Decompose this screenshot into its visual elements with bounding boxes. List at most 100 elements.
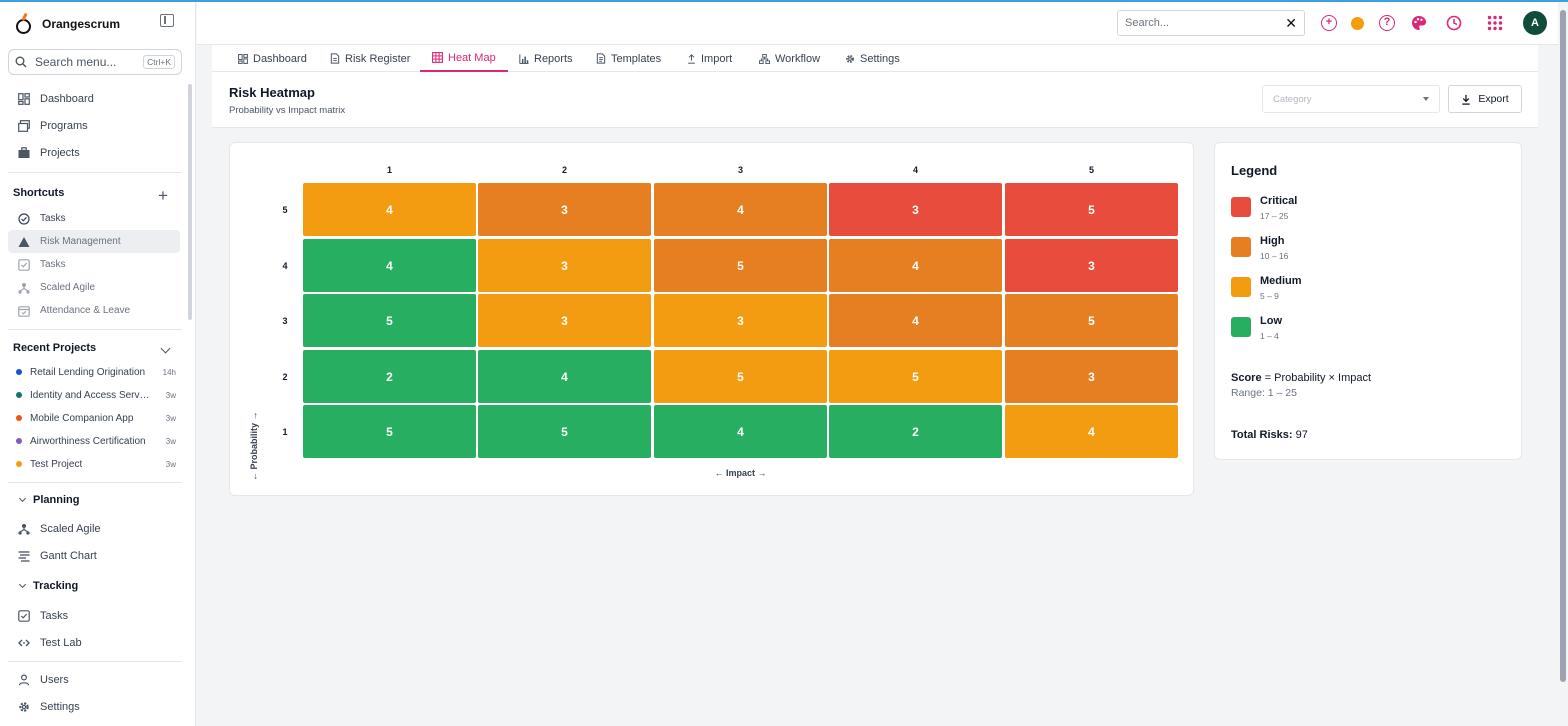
project-time: 3w [165, 459, 176, 469]
palette-icon[interactable] [1411, 15, 1427, 31]
tab-label: Dashboard [253, 52, 307, 65]
tab-risk-register[interactable]: Risk Register [330, 45, 410, 72]
heatmap-cell[interactable]: 5 [654, 239, 827, 292]
heatmap-cell[interactable]: 5 [1005, 183, 1178, 236]
recent-project-item[interactable]: Airworthiness Certification 3w [16, 431, 176, 451]
tab-heat-map[interactable]: Heat Map [420, 45, 508, 72]
heatmap-cell[interactable]: 4 [829, 239, 1002, 292]
category-select[interactable]: Category [1262, 85, 1440, 113]
recent-project-item[interactable]: Mobile Companion App 3w [16, 408, 176, 428]
global-search-placeholder: Search... [1125, 17, 1170, 29]
shortcut-item-scaled-agile[interactable]: Scaled Agile [8, 276, 180, 299]
heatmap-cell[interactable]: 5 [478, 405, 651, 458]
tab-reports[interactable]: Reports [519, 45, 573, 72]
legend-card: Legend Critical 17 – 25 High 10 – 16 Med… [1214, 142, 1522, 460]
export-button[interactable]: Export [1448, 85, 1522, 113]
impact-axis-label: ← Impact → [714, 468, 767, 478]
sidebar-item-projects[interactable]: Projects [8, 141, 180, 164]
sidebar-scrollbar[interactable] [188, 84, 192, 320]
heatmap-cell[interactable]: 3 [654, 294, 827, 347]
heatmap-cell[interactable]: 5 [829, 350, 1002, 403]
project-name: Test Project [30, 458, 83, 470]
sidebar-item-tasks[interactable]: Tasks [8, 604, 180, 627]
sidebar-item-programs[interactable]: Programs [8, 114, 180, 137]
tab-templates[interactable]: Templates [596, 45, 661, 72]
gantt-icon [18, 550, 30, 562]
shortcut-item-risk-management[interactable]: Risk Management [8, 230, 180, 253]
apps-grid-icon[interactable] [1487, 15, 1503, 31]
sidebar: Orangescrum Search menu... Ctrl+K Dashbo… [0, 2, 196, 726]
sidebar-item-users[interactable]: Users [8, 668, 180, 691]
clear-search-icon[interactable]: ✕ [1285, 14, 1297, 31]
heatmap-cell[interactable]: 4 [654, 405, 827, 458]
heatmap-cell[interactable]: 3 [478, 183, 651, 236]
tab-dashboard[interactable]: Dashboard [238, 45, 307, 72]
shortcut-item-tasks-2[interactable]: Tasks [8, 253, 180, 276]
category-placeholder: Category [1273, 93, 1312, 105]
recent-project-item[interactable]: Identity and Access Servi... 3w [16, 385, 176, 405]
heatmap-cell[interactable]: 5 [1005, 294, 1178, 347]
help-icon[interactable]: ? [1379, 15, 1395, 31]
heatmap-cell[interactable]: 4 [303, 183, 476, 236]
heatmap-cell[interactable]: 3 [478, 294, 651, 347]
brand[interactable]: Orangescrum [14, 10, 120, 38]
legend-item-low: Low 1 – 4 [1231, 315, 1431, 345]
tab-label: Heat Map [448, 51, 496, 64]
tracking-group-toggle[interactable]: Tracking [18, 580, 78, 592]
sidebar-item-label: Settings [40, 700, 80, 713]
shortcut-item-attendance[interactable]: Attendance & Leave [8, 299, 180, 322]
heatmap-cell[interactable]: 3 [829, 183, 1002, 236]
page-header: Risk Heatmap Probability vs Impact matri… [212, 72, 1538, 128]
heatmap-cell[interactable]: 5 [303, 294, 476, 347]
planning-group-toggle[interactable]: Planning [18, 494, 79, 506]
tab-settings[interactable]: Settings [845, 45, 900, 72]
sidebar-item-test-lab[interactable]: Test Lab [8, 631, 180, 654]
project-time: 3w [165, 413, 176, 423]
user-avatar[interactable]: A [1523, 11, 1547, 35]
global-search-input[interactable]: Search... ✕ [1117, 10, 1305, 36]
page-scrollbar[interactable] [1560, 10, 1566, 682]
heatmap-cell[interactable]: 4 [303, 239, 476, 292]
heatmap-cell[interactable]: 5 [303, 405, 476, 458]
heatmap-card: 1 2 3 4 5 5 4 3 2 1 4 3 4 3 5 4 3 5 4 3 … [229, 142, 1194, 496]
heatmap-cell[interactable]: 3 [1005, 239, 1178, 292]
heatmap-cell[interactable]: 3 [1005, 350, 1178, 403]
sidebar-item-gantt-chart[interactable]: Gantt Chart [8, 544, 180, 567]
recent-project-item[interactable]: Test Project 3w [16, 454, 176, 474]
heatmap-cell[interactable]: 4 [478, 350, 651, 403]
chevron-down-icon[interactable] [160, 343, 171, 354]
clock-icon[interactable] [1446, 15, 1462, 31]
heatmap-cell[interactable]: 4 [829, 294, 1002, 347]
heatmap-cell[interactable]: 3 [478, 239, 651, 292]
project-color-dot [16, 369, 22, 375]
sidebar-item-scaled-agile[interactable]: Scaled Agile [8, 517, 180, 540]
shortcuts-title: Shortcuts [13, 187, 65, 199]
shortcut-label: Attendance & Leave [40, 305, 131, 316]
shortcut-badge: Ctrl+K [143, 55, 175, 69]
probability-header: 5 [282, 205, 288, 215]
sidebar-toggle-icon[interactable] [160, 14, 174, 27]
hierarchy-icon [18, 282, 30, 294]
menu-search-input[interactable]: Search menu... Ctrl+K [8, 49, 182, 75]
heatmap-cell[interactable]: 4 [654, 183, 827, 236]
heatmap-cell[interactable]: 2 [303, 350, 476, 403]
legend-range: 1 – 4 [1260, 331, 1279, 341]
bar-chart-icon [519, 53, 529, 64]
grid-icon [432, 52, 443, 63]
add-circle-icon[interactable]: + [1321, 15, 1337, 31]
tab-workflow[interactable]: Workflow [759, 45, 820, 72]
shortcut-label: Scaled Agile [40, 282, 96, 293]
check-square-icon [18, 609, 30, 622]
sidebar-item-dashboard[interactable]: Dashboard [8, 87, 180, 110]
gear-icon [19, 701, 29, 712]
tab-import[interactable]: Import [687, 45, 732, 72]
heatmap-cell[interactable]: 2 [829, 405, 1002, 458]
add-shortcut-icon[interactable]: + [158, 186, 168, 205]
shortcut-item-tasks[interactable]: Tasks [8, 207, 180, 230]
legend-item-medium: Medium 5 – 9 [1231, 275, 1431, 305]
sidebar-item-settings[interactable]: Settings [8, 695, 180, 718]
recent-project-item[interactable]: Retail Lending Origination 14h [16, 362, 176, 382]
heatmap-cell[interactable]: 4 [1005, 405, 1178, 458]
status-dot-icon[interactable] [1351, 17, 1364, 30]
heatmap-cell[interactable]: 5 [654, 350, 827, 403]
